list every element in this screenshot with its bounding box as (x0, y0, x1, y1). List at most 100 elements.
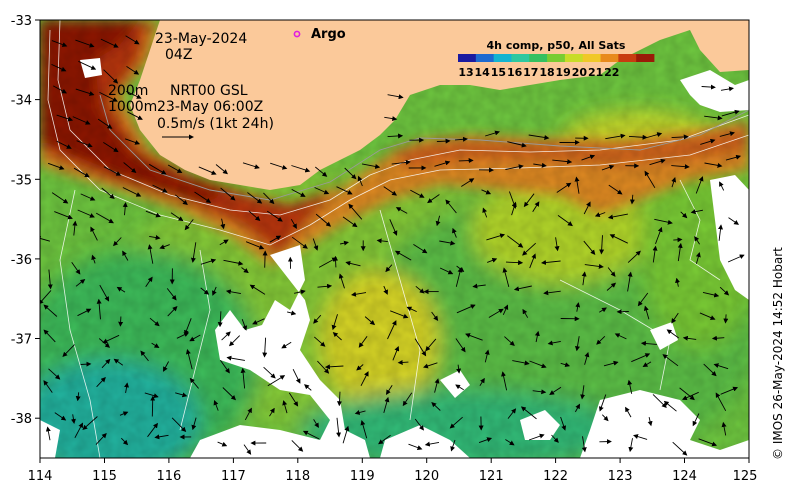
current-arrow (91, 254, 97, 264)
current-arrow (504, 336, 515, 346)
current-arrow (666, 329, 679, 339)
current-arrow (262, 337, 268, 358)
current-arrow (719, 131, 735, 137)
current-arrow (76, 140, 93, 148)
map-annotations: 23-May-2024 04Z 200m NRT00 GSL 1000m 23-… (108, 31, 274, 140)
current-arrow (99, 284, 110, 302)
current-arrow (221, 331, 231, 341)
current-arrow (147, 244, 154, 264)
current-arrow (609, 234, 628, 244)
colorbar-swatch (618, 54, 637, 62)
x-tick: 114 (28, 458, 53, 484)
current-arrow (243, 444, 252, 455)
current-arrow (356, 364, 364, 371)
y-tick-label: -33 (11, 14, 32, 29)
current-arrow (395, 207, 408, 214)
current-arrow (541, 260, 561, 265)
current-arrow (166, 288, 177, 301)
current-arrow (486, 233, 506, 241)
plot-area (40, 20, 749, 458)
colorbar-swatch (493, 54, 512, 62)
current-arrow (695, 252, 701, 264)
x-tick: 117 (221, 458, 246, 484)
current-arrow (351, 291, 367, 297)
current-arrow (77, 308, 92, 317)
current-arrow (80, 361, 92, 367)
current-arrow (719, 286, 730, 296)
current-arrow (581, 271, 587, 286)
current-arrow (51, 63, 67, 72)
current-arrow (241, 267, 249, 274)
current-arrow (383, 285, 388, 295)
current-arrow (718, 224, 723, 241)
current-arrow (47, 162, 65, 170)
x-tick-label: 125 (733, 469, 758, 484)
current-arrow (342, 216, 358, 228)
current-arrow (455, 338, 466, 353)
current-arrow (90, 226, 98, 241)
current-arrow (245, 241, 265, 250)
current-arrow (450, 439, 456, 452)
current-arrow (652, 245, 658, 263)
current-arrow (198, 166, 217, 175)
current-arrow (557, 215, 573, 227)
current-arrow (43, 380, 53, 393)
current-arrow (694, 235, 700, 245)
current-arrow (479, 377, 485, 386)
current-arrow (640, 341, 657, 347)
current-arrow (601, 164, 615, 171)
current-arrow (348, 203, 363, 220)
current-arrow (317, 360, 330, 374)
colorbar-tick-label: 18 (539, 66, 554, 79)
current-arrow (304, 384, 312, 391)
product-time-label: 23-May 06:00Z (157, 99, 263, 115)
current-arrow (336, 417, 342, 438)
current-arrow (633, 434, 648, 440)
current-arrow (72, 116, 91, 125)
current-arrow (414, 418, 425, 431)
current-arrow (215, 164, 228, 175)
current-arrow (56, 114, 74, 122)
current-arrow (511, 201, 517, 216)
argo-legend: Argo (293, 27, 346, 42)
current-arrow (425, 338, 437, 352)
current-arrow (120, 437, 129, 446)
current-arrow (101, 187, 115, 199)
current-arrow (80, 193, 96, 201)
current-arrow (711, 335, 725, 341)
current-arrow (439, 240, 456, 246)
current-arrow (62, 344, 75, 358)
x-tick: 122 (543, 458, 568, 484)
current-arrow (449, 416, 463, 429)
current-arrow (391, 159, 411, 165)
current-arrow (288, 392, 299, 407)
current-arrow (702, 291, 720, 298)
current-arrow (241, 319, 248, 331)
current-arrow (646, 132, 663, 138)
current-arrow (336, 186, 353, 195)
x-tick-label: 114 (28, 469, 53, 484)
current-arrow (154, 434, 169, 440)
current-arrow (629, 194, 635, 205)
current-arrow (607, 213, 628, 220)
current-arrow (560, 362, 571, 368)
current-arrow (643, 305, 650, 320)
current-arrow (461, 178, 475, 187)
current-arrow (45, 426, 51, 441)
current-arrow (560, 416, 567, 431)
time-label: 04Z (165, 47, 192, 63)
current-arrow (212, 286, 217, 296)
current-arrow (144, 392, 159, 399)
current-arrow (671, 164, 690, 170)
current-arrow (167, 305, 178, 317)
current-arrow (103, 142, 119, 153)
current-arrow (312, 238, 319, 251)
current-arrow (642, 361, 652, 368)
current-arrow (434, 378, 440, 393)
current-arrow (313, 419, 319, 429)
current-arrow (677, 242, 683, 262)
current-arrow (358, 336, 368, 348)
current-arrow (360, 420, 368, 439)
current-arrow (75, 278, 86, 287)
current-arrow (673, 237, 683, 243)
